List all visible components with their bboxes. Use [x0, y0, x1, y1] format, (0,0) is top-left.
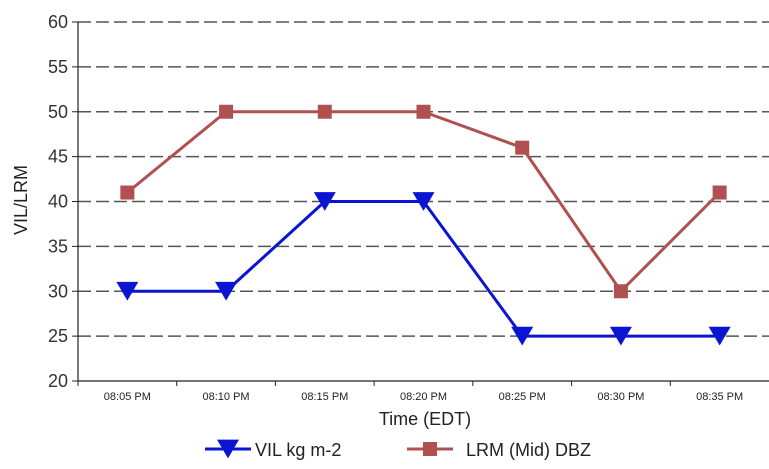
- legend-marker-triangle: [217, 439, 239, 459]
- y-tick-label: 55: [48, 57, 68, 77]
- y-tick-label: 45: [48, 147, 68, 167]
- legend-marker-square: [423, 442, 437, 456]
- series-layer: [116, 104, 731, 346]
- x-axis-title: Time (EDT): [379, 409, 471, 429]
- legend-label: LRM (Mid) DBZ: [466, 440, 591, 460]
- data-point-triangle: [609, 326, 632, 346]
- y-tick-label: 50: [48, 102, 68, 122]
- y-tick-label: 60: [48, 12, 68, 32]
- data-point-triangle: [215, 281, 238, 301]
- x-tick-label: 08:25 PM: [499, 391, 546, 403]
- data-point-triangle: [708, 326, 731, 346]
- x-axis-ticks: 08:05 PM 08:10 PM 08:15 PM 08:20 PM 08:25 PM…: [77, 381, 743, 403]
- gridlines: [78, 21, 769, 337]
- x-tick-label: 08:20 PM: [400, 391, 447, 403]
- legend: VIL kg m-2 LRM (Mid) DBZ: [205, 439, 591, 460]
- data-point-triangle: [412, 192, 435, 211]
- series-line: [127, 200, 720, 338]
- data-point-triangle: [116, 281, 139, 301]
- data-point-square: [416, 104, 431, 119]
- y-tick-label: 35: [48, 236, 68, 256]
- y-tick-label: 40: [48, 192, 68, 212]
- y-tick-label: 25: [48, 326, 68, 346]
- y-axis-ticks: 20 25 30 35 40 45 50 55 60: [48, 12, 78, 391]
- x-tick-label: 08:35 PM: [696, 391, 743, 403]
- data-point-square: [317, 104, 332, 119]
- legend-label: VIL kg m-2: [255, 440, 341, 460]
- y-tick-label: 30: [48, 281, 68, 301]
- x-tick-label: 08:30 PM: [597, 391, 644, 403]
- data-point-square: [219, 104, 234, 119]
- data-point-square: [515, 140, 530, 155]
- y-axis-title: VIL/LRM: [11, 165, 31, 235]
- data-point-square: [712, 185, 727, 200]
- data-point-triangle: [511, 326, 534, 346]
- x-tick-label: 08:05 PM: [104, 391, 151, 403]
- data-point-square: [120, 185, 135, 200]
- x-tick-label: 08:15 PM: [301, 391, 348, 403]
- data-point-square: [613, 284, 628, 299]
- x-tick-label: 08:10 PM: [203, 391, 250, 403]
- data-point-triangle: [313, 192, 336, 211]
- y-tick-label: 20: [48, 371, 68, 391]
